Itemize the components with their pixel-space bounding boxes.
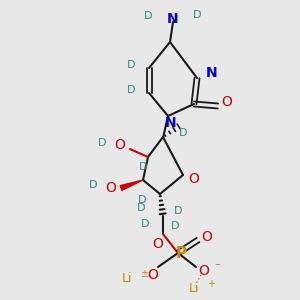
Text: D: D (98, 138, 106, 148)
Text: O: O (189, 172, 200, 186)
Text: O: O (202, 230, 212, 244)
Text: O: O (153, 237, 164, 251)
Text: D: D (174, 206, 182, 216)
Text: D: D (141, 219, 149, 229)
Text: O: O (199, 264, 209, 278)
Text: N: N (206, 66, 218, 80)
Text: D: D (138, 195, 146, 205)
Text: N: N (167, 12, 179, 26)
Text: Li: Li (189, 281, 199, 295)
Text: O: O (106, 181, 116, 195)
Text: D: D (179, 128, 187, 138)
Text: D: D (171, 221, 179, 231)
Text: D: D (193, 10, 201, 20)
Text: D: D (144, 11, 152, 21)
Text: O: O (222, 95, 232, 109)
Text: P: P (176, 245, 187, 260)
Text: Li: Li (122, 272, 132, 284)
Text: +: + (207, 279, 215, 289)
Text: D: D (137, 203, 145, 213)
Text: O: O (148, 268, 158, 282)
Text: N: N (165, 116, 177, 130)
Text: D: D (89, 180, 97, 190)
Text: D: D (127, 85, 135, 95)
Text: O: O (115, 138, 125, 152)
Polygon shape (120, 180, 143, 190)
Text: ±: ± (140, 269, 148, 279)
Text: ⁻: ⁻ (214, 262, 220, 272)
Text: D: D (127, 60, 135, 70)
Text: D: D (139, 162, 147, 172)
